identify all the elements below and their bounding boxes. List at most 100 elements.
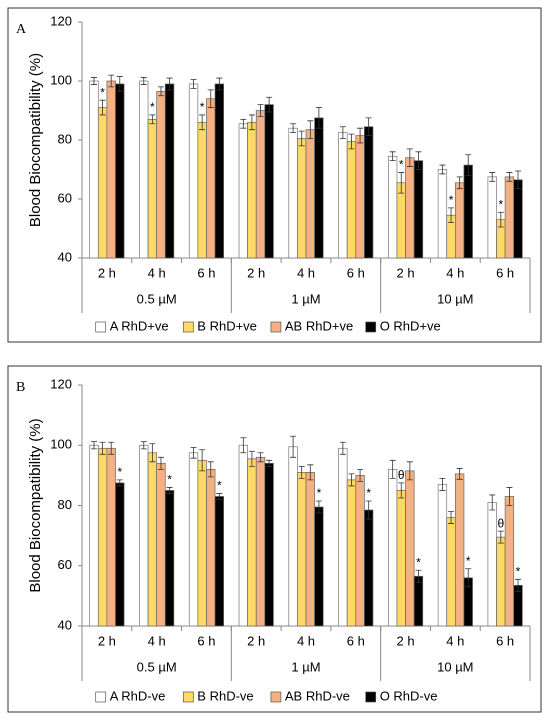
y-tick-label: 100 [50, 437, 72, 452]
legend-swatch [95, 691, 107, 703]
error-bar [199, 449, 206, 472]
error-bar [506, 172, 513, 182]
x-tick-label: 2 h [247, 633, 265, 648]
bar [513, 179, 523, 259]
annotation: * [366, 486, 371, 500]
bar [156, 90, 166, 259]
legend-swatch [365, 691, 377, 703]
y-tick-label: 60 [58, 557, 72, 572]
bar [115, 83, 125, 259]
bar [338, 132, 348, 259]
bar [238, 444, 248, 627]
panel-label: A [16, 22, 27, 37]
bar [405, 470, 415, 627]
error-bar [90, 441, 97, 450]
bar [164, 490, 175, 627]
x-tick-label: 2 h [98, 265, 116, 280]
error-bar [207, 89, 214, 108]
error-bar [439, 164, 446, 175]
annotation: * [449, 193, 454, 207]
bar [346, 141, 357, 259]
bar [247, 121, 257, 259]
y-tick-label: 120 [50, 13, 72, 28]
x-tick-label: 2 h [98, 633, 116, 648]
bar [188, 452, 199, 627]
x-tick-label: 2 h [397, 265, 415, 280]
bar [437, 169, 448, 259]
bar [264, 462, 274, 627]
annotation: * [217, 479, 222, 493]
error-bar [348, 473, 355, 487]
bar [89, 444, 99, 627]
legend-swatch [270, 691, 282, 703]
bar [437, 484, 448, 627]
error-bar [216, 77, 223, 91]
y-tick-label: 120 [50, 376, 72, 391]
x-tick-label: 4 h [148, 265, 166, 280]
error-bar [307, 120, 314, 139]
y-tick-label: 40 [58, 249, 72, 264]
x-tick-label: 6 h [347, 265, 365, 280]
error-bar [515, 170, 522, 190]
bar [206, 98, 216, 259]
x-tick-label: 6 h [347, 633, 365, 648]
bar [413, 160, 424, 259]
legend-swatch [95, 321, 107, 333]
bar [288, 127, 298, 259]
error-bar [497, 530, 504, 544]
bar [454, 473, 465, 627]
error-bar [415, 151, 422, 170]
error-bar [348, 133, 355, 150]
bar [504, 496, 515, 627]
bar [188, 83, 199, 259]
error-bar [515, 578, 522, 592]
bar [355, 475, 365, 627]
error-bar [339, 126, 346, 139]
legend-swatch [182, 321, 194, 333]
x-tick-label: 6 h [197, 265, 215, 280]
error-bar [149, 443, 156, 463]
x-tick-label: 4 h [446, 265, 464, 280]
error-bar [99, 441, 106, 455]
error-bar [90, 77, 97, 85]
error-bar [266, 96, 273, 113]
group-label: 1 µM [291, 659, 320, 674]
error-bar [406, 461, 413, 481]
error-bar [149, 114, 156, 125]
bar [297, 138, 307, 259]
error-bar [108, 441, 115, 455]
bar [156, 462, 166, 627]
bar [297, 472, 307, 627]
error-bar [315, 107, 322, 129]
error-bar [465, 154, 472, 176]
bar [305, 472, 315, 627]
error-bar [398, 482, 405, 499]
error-bar [166, 77, 173, 91]
error-bar [257, 104, 264, 117]
legend-label: B RhD+ve [197, 318, 257, 333]
error-bar [456, 468, 463, 480]
bar [388, 469, 398, 627]
error-bar [108, 74, 115, 88]
annotation: * [100, 85, 105, 99]
y-tick-label: 60 [58, 190, 72, 205]
error-bar [199, 114, 206, 131]
annotation: * [117, 465, 122, 479]
bar [89, 80, 99, 259]
error-bar [456, 176, 463, 190]
annotation: * [416, 555, 421, 569]
error-bar [465, 568, 472, 588]
y-tick-label: 80 [58, 497, 72, 512]
bar [197, 121, 207, 259]
panel-frame [7, 7, 542, 343]
error-bar [497, 211, 504, 228]
y-tick-label: 100 [50, 72, 72, 87]
error-bar [439, 477, 446, 491]
error-bar [190, 79, 197, 89]
y-axis-label: Blood Biocompatibility (%) [27, 53, 44, 227]
error-bar [448, 511, 455, 524]
error-bar [406, 148, 413, 167]
error-bar [389, 459, 396, 479]
group-label: 1 µM [291, 291, 320, 306]
